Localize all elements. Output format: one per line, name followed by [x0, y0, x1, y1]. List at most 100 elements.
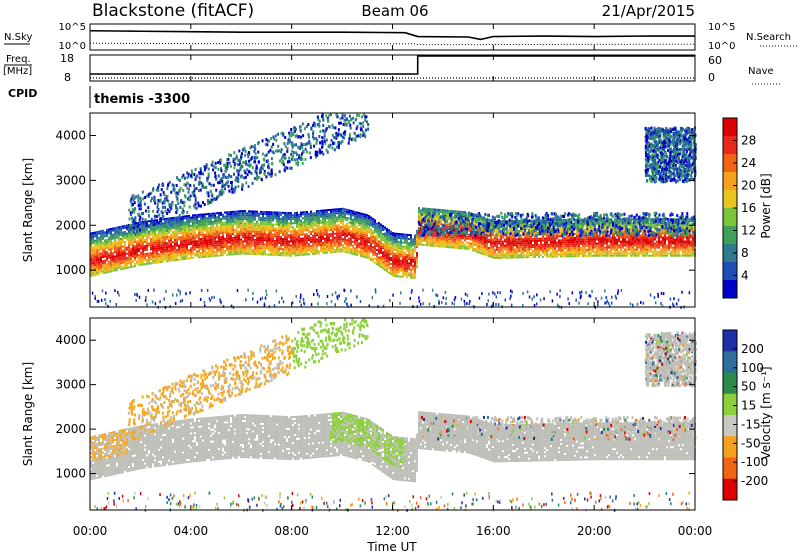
range-cell: [314, 228, 316, 230]
range-cell: [228, 252, 230, 254]
range-cell: [382, 261, 384, 263]
range-cell: [404, 274, 406, 276]
range-cell: [140, 242, 142, 244]
range-cell: [174, 243, 176, 245]
range-cell: [454, 239, 456, 241]
range-cell: [116, 245, 118, 247]
range-cell: [428, 244, 430, 246]
range-cell: [434, 243, 436, 245]
range-cell: [116, 235, 118, 237]
range-cell: [198, 252, 200, 254]
range-cell: [268, 248, 270, 250]
range-cell: [596, 243, 598, 245]
range-cell: [110, 230, 112, 232]
range-cell: [120, 248, 122, 250]
range-cell: [380, 264, 382, 266]
range-cell: [356, 248, 358, 250]
range-cell: [220, 254, 222, 256]
range-cell: [606, 245, 608, 247]
range-cell: [202, 236, 204, 238]
range-cell: [436, 219, 438, 221]
range-cell: [228, 211, 230, 213]
range-cell: [206, 221, 208, 223]
range-cell: [234, 249, 236, 251]
range-cell: [202, 216, 204, 218]
range-cell: [150, 244, 152, 246]
range-cell: [564, 245, 566, 247]
range-cell: [262, 227, 264, 229]
range-cell: [522, 248, 524, 250]
range-cell: [264, 213, 266, 215]
range-cell: [354, 213, 356, 215]
range-cell: [198, 256, 200, 258]
range-cell: [236, 221, 238, 223]
range-cell: [194, 247, 196, 249]
range-cell: [520, 230, 522, 232]
range-cell: [374, 235, 376, 237]
range-cell: [382, 243, 384, 245]
range-cell: [502, 257, 504, 259]
range-cell: [316, 248, 318, 250]
range-cell: [104, 248, 106, 250]
range-cell: [104, 272, 106, 274]
range-cell: [518, 238, 520, 240]
range-cell: [454, 235, 456, 237]
range-cell: [272, 254, 274, 256]
range-cell: [310, 249, 312, 251]
range-cell: [186, 239, 188, 241]
range-cell: [366, 234, 368, 236]
range-cell: [204, 219, 206, 221]
range-cell: [474, 244, 476, 246]
range-cell: [260, 227, 262, 229]
range-cell: [290, 222, 292, 224]
range-cell: [388, 243, 390, 245]
range-cell: [572, 255, 574, 257]
range-cell: [400, 245, 402, 247]
range-cell: [270, 229, 272, 231]
range-cell: [528, 256, 530, 258]
range-cell: [278, 248, 280, 250]
range-cell: [588, 243, 590, 245]
range-cell: [554, 256, 556, 258]
nsky-tick-low: 10^0: [59, 41, 86, 52]
range-cell: [434, 239, 436, 241]
range-cell: [142, 251, 144, 253]
range-cell: [256, 247, 258, 249]
range-cell: [380, 266, 382, 268]
range-cell: [598, 239, 600, 241]
range-cell: [136, 240, 138, 242]
range-cell: [384, 251, 386, 253]
range-cell: [568, 249, 570, 251]
range-cell: [366, 226, 368, 228]
range-cell: [198, 238, 200, 240]
range-cell: [146, 233, 148, 235]
range-cell: [150, 248, 152, 250]
range-cell: [274, 224, 276, 226]
range-cell: [102, 238, 104, 240]
range-cell: [186, 217, 188, 219]
range-cell: [276, 220, 278, 222]
range-cell: [400, 251, 402, 253]
range-cell: [226, 238, 228, 240]
range-cell: [272, 226, 274, 228]
range-cell: [234, 239, 236, 241]
range-cell: [208, 253, 210, 255]
range-cell: [258, 215, 260, 217]
range-cell: [206, 219, 208, 221]
range-cell: [576, 247, 578, 249]
range-cell: [262, 243, 264, 245]
range-cell: [348, 232, 350, 234]
range-cell: [544, 244, 546, 246]
range-cell: [502, 249, 504, 251]
range-cell: [178, 222, 180, 224]
range-cell: [224, 244, 226, 246]
range-cell: [230, 231, 232, 233]
range-cell: [178, 226, 180, 228]
range-cell: [160, 247, 162, 249]
range-cell: [246, 228, 248, 230]
range-cell: [118, 234, 120, 236]
range-cell: [242, 246, 244, 248]
range-cell: [352, 233, 354, 235]
range-cell: [290, 238, 292, 240]
range-cell: [324, 234, 326, 236]
